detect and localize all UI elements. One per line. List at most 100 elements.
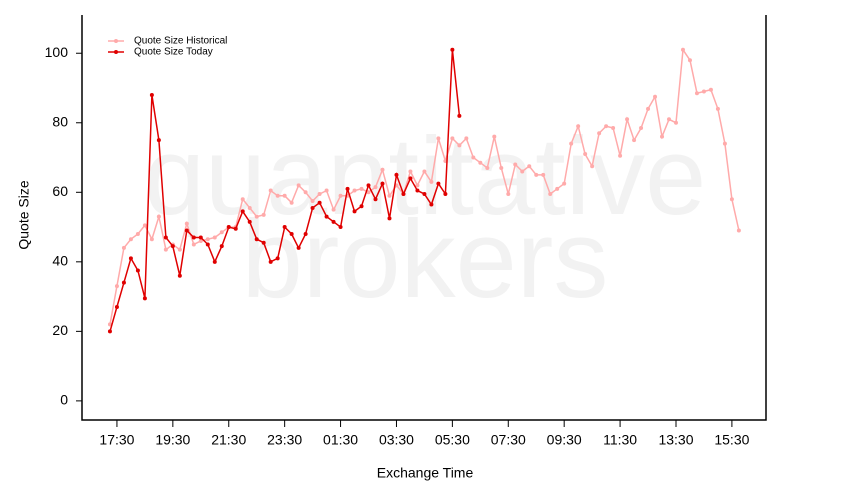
data-point — [233, 226, 238, 231]
data-point — [345, 186, 350, 191]
data-point — [583, 152, 588, 157]
data-point — [198, 238, 203, 243]
legend-label: Quote Size Today — [134, 47, 213, 58]
x-tick-label: 13:30 — [658, 432, 693, 448]
data-point — [261, 240, 266, 245]
data-point — [722, 141, 727, 146]
data-point — [254, 237, 259, 242]
data-point — [680, 47, 685, 52]
data-point — [464, 136, 469, 141]
data-point — [366, 190, 371, 195]
data-point — [142, 223, 147, 228]
x-tick-label: 03:30 — [379, 432, 414, 448]
data-point — [604, 124, 609, 129]
data-point — [331, 207, 336, 212]
data-point — [163, 247, 168, 252]
data-point — [359, 186, 364, 191]
data-point — [450, 136, 455, 141]
data-point — [625, 117, 630, 122]
data-point — [191, 242, 196, 247]
x-tick-label: 11:30 — [603, 432, 637, 448]
data-point — [569, 141, 574, 146]
data-point — [331, 219, 336, 224]
data-point — [632, 138, 637, 143]
data-point — [422, 192, 427, 197]
x-tick-label: 15:30 — [714, 432, 749, 448]
x-tick-label: 21:30 — [211, 432, 246, 448]
x-tick-label: 07:30 — [491, 432, 526, 448]
data-point — [541, 172, 546, 177]
data-point — [191, 235, 196, 240]
data-point — [135, 268, 140, 273]
data-point — [457, 113, 462, 118]
data-point — [373, 197, 378, 202]
data-point — [415, 183, 420, 188]
data-point — [401, 192, 406, 197]
data-point — [324, 188, 329, 193]
x-tick-label: 09:30 — [547, 432, 582, 448]
data-point — [128, 237, 133, 242]
x-tick-label: 23:30 — [267, 432, 302, 448]
data-point — [492, 134, 497, 139]
data-point — [687, 58, 692, 63]
data-point — [317, 192, 322, 197]
data-point — [275, 193, 280, 198]
data-point — [128, 256, 133, 261]
legend-marker — [114, 39, 118, 43]
data-point — [338, 225, 343, 230]
data-point — [296, 245, 301, 250]
y-tick-label: 0 — [60, 392, 68, 408]
data-point — [240, 197, 245, 202]
data-point — [163, 235, 168, 240]
data-point — [317, 200, 322, 205]
data-point — [254, 214, 259, 219]
data-point — [387, 193, 392, 198]
data-point — [653, 94, 658, 99]
data-point — [366, 183, 371, 188]
data-point — [156, 214, 161, 219]
data-point — [436, 181, 441, 186]
data-point — [149, 237, 154, 242]
y-tick-label: 20 — [52, 322, 68, 338]
data-point — [212, 259, 217, 264]
data-point — [387, 216, 392, 221]
data-point — [268, 259, 273, 264]
data-point — [646, 106, 651, 111]
data-point — [177, 247, 182, 252]
y-tick-label: 60 — [52, 183, 68, 199]
data-point — [555, 186, 560, 191]
data-point — [359, 204, 364, 209]
data-point — [639, 125, 644, 130]
data-point — [694, 91, 699, 96]
data-point — [429, 202, 434, 207]
data-point — [226, 225, 231, 230]
data-point — [520, 169, 525, 174]
data-point — [275, 256, 280, 261]
data-point — [715, 106, 720, 111]
data-point — [170, 244, 175, 249]
data-point — [303, 232, 308, 237]
data-point — [471, 155, 476, 160]
x-tick-label: 05:30 — [435, 432, 470, 448]
data-point — [247, 205, 252, 210]
data-point — [142, 296, 147, 301]
data-point — [736, 228, 741, 233]
data-point — [324, 214, 329, 219]
data-point — [513, 162, 518, 167]
data-point — [429, 179, 434, 184]
data-point — [450, 47, 455, 52]
data-point — [611, 125, 616, 130]
data-point — [310, 205, 315, 210]
data-point — [660, 134, 665, 139]
y-tick-label: 40 — [52, 253, 68, 269]
data-point — [548, 192, 553, 197]
data-point — [729, 197, 734, 202]
data-point — [282, 225, 287, 230]
data-point — [282, 193, 287, 198]
data-point — [485, 165, 490, 170]
plot-frame — [81, 15, 767, 421]
data-point — [121, 280, 126, 285]
y-tick-label: 80 — [52, 113, 68, 129]
watermark: brokers — [242, 198, 609, 321]
